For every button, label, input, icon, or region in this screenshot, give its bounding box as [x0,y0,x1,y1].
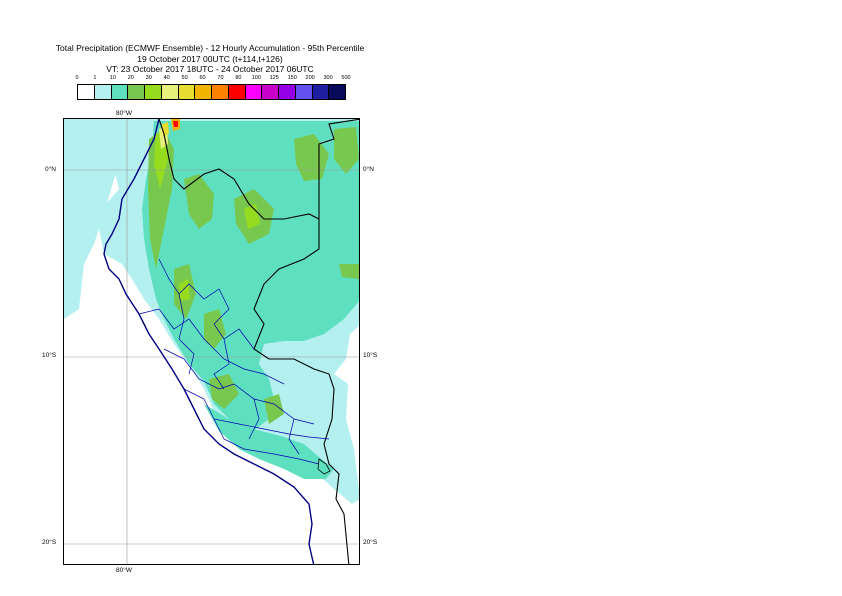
legend-swatch [145,85,162,99]
legend-tick-label: 10 [109,75,116,81]
legend-swatch [94,85,112,99]
legend-swatch [312,85,330,99]
legend-swatch [295,85,313,99]
legend-swatch [78,85,95,99]
legend-tick-label: 200 [305,75,315,81]
legend-tick-label: 40 [163,75,170,81]
title-line-1: Total Precipitation (ECMWF Ensemble) - 1… [55,43,365,53]
legend-tick-label: 30 [145,75,152,81]
legend-swatch [128,85,145,99]
precipitation-color-legend [77,84,346,100]
lake-titicaca [317,458,331,475]
legend-tick-labels: 0 1 10 20 30 40 50 60 70 80 100 125 150 200 300 500 [70,75,360,85]
legend-swatch [262,85,279,99]
legend-tick-label: 70 [217,75,224,81]
lat-label-right-10: 10°S [363,352,378,359]
legend-tick-label: 125 [269,75,279,81]
precip-patches-20-30 [148,127,359,424]
map-canvas [64,119,359,564]
admin-borders [138,258,330,465]
coastline [103,119,315,564]
lon-label-top: 80°W [116,110,132,117]
legend-swatch [279,85,296,99]
legend-swatch [111,85,129,99]
legend-swatch [212,85,229,99]
title-line-2: 19 October 2017 00UTC (t+114,t+126) [137,53,283,64]
legend-tick-label: 50 [181,75,188,81]
lat-label-left-20: 20°S [42,539,57,546]
legend-swatch [228,85,246,99]
precip-max-patch [171,119,180,131]
legend-swatch [195,85,212,99]
legend-tick-label: 1 [93,75,97,81]
precip-patches-50-60 [162,122,169,136]
lat-label-right-0: 0°N [363,166,374,173]
chart-titles: Total Precipitation (ECMWF Ensemble) - 1… [40,43,380,75]
legend-swatch [245,85,263,99]
legend-tick-label: 0 [75,75,79,81]
legend-swatch [161,85,179,99]
legend-tick-label: 80 [235,75,242,81]
legend-swatch [329,85,345,99]
legend-tick-label: 20 [127,75,134,81]
legend-tick-label: 150 [287,75,297,81]
legend-tick-label: 500 [341,75,351,81]
precipitation-map[interactable] [63,118,360,565]
lat-label-left-10: 10°S [42,352,57,359]
graticule [64,119,359,564]
legend-tick-label: 60 [199,75,206,81]
precip-area-ocean [64,119,139,319]
lat-label-left-0: 0°N [45,166,56,173]
title-line-3: VT: 23 October 2017 18UTC - 24 October 2… [106,64,314,74]
legend-tick-label: 100 [251,75,261,81]
lon-label-bottom: 80°W [116,567,132,574]
legend-swatch [178,85,196,99]
legend-tick-label: 300 [323,75,333,81]
lat-label-right-20: 20°S [363,539,378,546]
international-border [158,119,359,564]
precip-area-medium-south [204,404,334,479]
